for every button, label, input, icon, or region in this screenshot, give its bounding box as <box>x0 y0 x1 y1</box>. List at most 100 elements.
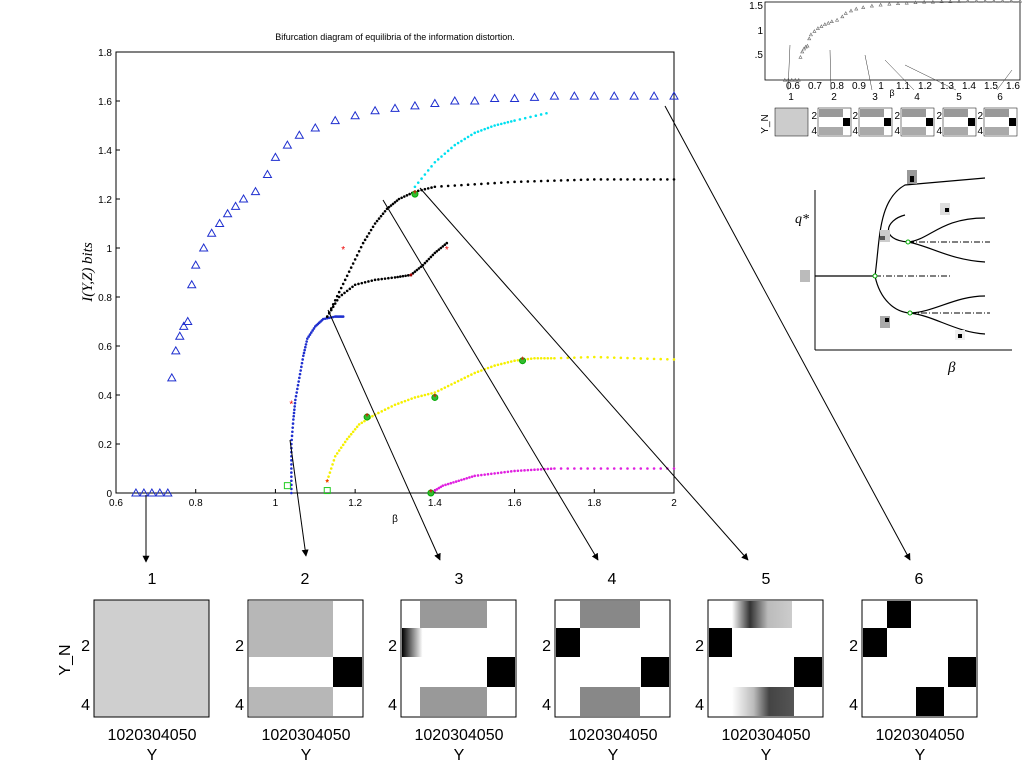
data-point <box>490 365 493 369</box>
data-point <box>599 467 603 470</box>
data-point <box>440 155 443 158</box>
data-point <box>456 141 460 145</box>
arrow-3 <box>327 309 441 561</box>
data-point-triangle <box>390 103 400 112</box>
data-point <box>365 235 369 238</box>
data-point <box>499 181 503 184</box>
data-point <box>659 357 663 361</box>
data-point <box>632 356 636 360</box>
data-point <box>639 357 643 360</box>
data-point <box>473 131 477 135</box>
data-point-triangle <box>569 91 580 100</box>
data-point <box>533 179 536 183</box>
data-point-triangle <box>310 122 321 132</box>
inset-connector <box>884 59 915 91</box>
data-point <box>452 481 455 484</box>
data-point <box>523 116 527 120</box>
panel-y-tick-2: 2 <box>235 638 244 655</box>
data-point <box>397 402 400 405</box>
data-point <box>433 185 437 189</box>
panel-1-y-label: Y_N <box>57 644 74 675</box>
data-point <box>409 273 413 277</box>
data-point <box>592 355 596 359</box>
data-point <box>423 173 427 176</box>
data-point <box>310 331 313 334</box>
data-point <box>536 468 540 471</box>
arrow-2 <box>289 439 309 557</box>
inset-data-point <box>922 0 927 4</box>
data-point <box>626 356 629 360</box>
inset-panel-tick: 2 <box>977 111 983 122</box>
data-point <box>308 333 312 336</box>
data-point <box>516 358 520 362</box>
data-point <box>496 123 500 126</box>
data-point <box>370 279 374 282</box>
data-point <box>413 185 417 189</box>
data-point <box>566 356 570 360</box>
y-tick-label: 0.4 <box>98 391 112 402</box>
data-point <box>292 414 295 418</box>
data-point <box>292 411 296 415</box>
data-point <box>441 245 445 248</box>
data-point <box>390 405 393 408</box>
data-point <box>403 195 406 198</box>
data-point <box>612 356 616 359</box>
data-point <box>672 358 676 361</box>
data-point <box>546 179 550 183</box>
star-marker: * <box>365 412 369 423</box>
y-tick-label: 1 <box>106 244 112 255</box>
data-point <box>606 178 609 181</box>
data-point <box>473 371 477 375</box>
data-point <box>483 127 486 131</box>
inset-connector <box>996 69 1013 91</box>
inset-data-point <box>829 19 834 23</box>
data-point <box>387 406 390 410</box>
panel-y-tick-4: 4 <box>849 697 858 714</box>
inset-block <box>884 118 891 126</box>
data-point <box>433 160 437 164</box>
panel-x-ticks: 1020304050 <box>108 727 197 744</box>
inset-plot: 1.51.50.6 0.7 0.8 0.9 1 1.1 1.2 1.3 1.4 1.5 1.6 β … <box>749 0 1023 137</box>
inset-panel-tick: 2 <box>852 111 858 122</box>
data-point <box>592 178 596 181</box>
data-point-triangle <box>190 260 201 269</box>
inset-panel-tick: 4 <box>811 126 817 137</box>
inset-data-point <box>840 14 845 19</box>
arrow-6 <box>664 105 911 561</box>
data-point <box>450 146 453 150</box>
data-point <box>619 178 623 181</box>
inset-data-point <box>822 22 827 26</box>
x-tick-label: 1.8 <box>587 498 601 509</box>
data-point <box>331 315 335 319</box>
data-point <box>367 232 371 235</box>
data-point <box>395 199 399 202</box>
inset-data-point <box>878 2 883 7</box>
data-point <box>553 179 556 182</box>
inset-data-point <box>869 3 874 8</box>
data-point <box>426 187 430 190</box>
data-point <box>360 421 364 425</box>
data-point <box>294 398 297 402</box>
data-point <box>460 139 463 143</box>
connector-arrows <box>142 105 911 563</box>
data-point <box>646 357 649 360</box>
data-point <box>437 248 441 251</box>
data-point-triangle <box>609 91 620 100</box>
data-point <box>377 217 381 220</box>
data-point <box>423 187 427 191</box>
panel-y-tick-4: 4 <box>542 697 551 714</box>
data-point <box>328 471 332 474</box>
data-point <box>343 440 347 444</box>
green-marker <box>427 489 435 497</box>
data-point <box>446 184 450 188</box>
data-point-triangle <box>629 91 640 100</box>
data-point <box>509 120 513 123</box>
arrow-5 <box>419 187 749 561</box>
inset-data-point <box>848 8 854 13</box>
inset-panel-tick: 2 <box>936 111 942 122</box>
data-point <box>449 481 453 485</box>
data-point <box>523 469 526 472</box>
inset-y-tick: 1.5 <box>749 1 763 12</box>
data-point <box>417 267 421 270</box>
data-point <box>293 408 296 412</box>
